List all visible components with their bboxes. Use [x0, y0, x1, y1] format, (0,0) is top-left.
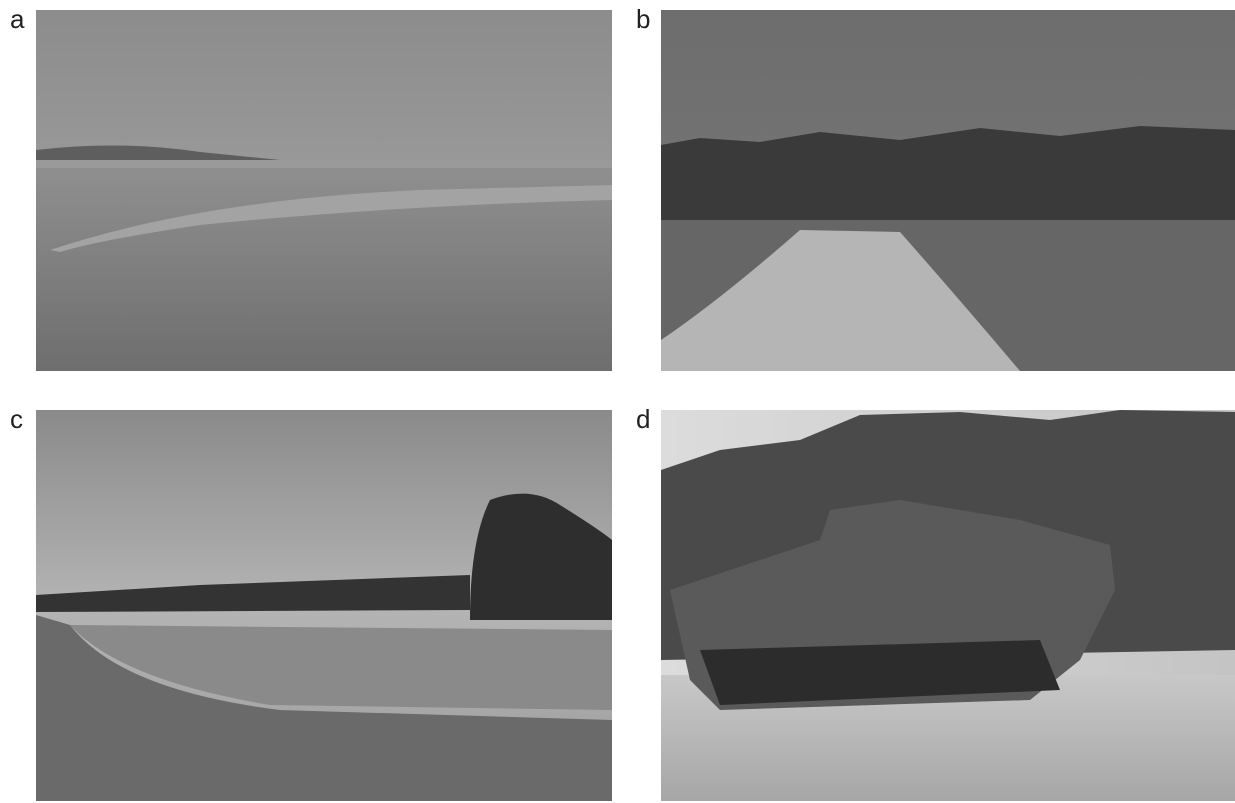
photo-d: [661, 410, 1235, 801]
panel-label: b: [636, 4, 650, 34]
figure: a b c d: [0, 0, 1235, 803]
page: a b c d (() => { const data = JSON.parse…: [0, 0, 1235, 803]
photo-c: [36, 410, 612, 801]
photo-a: [36, 10, 612, 371]
panel-label: c: [10, 404, 23, 434]
photo-b: [661, 10, 1235, 371]
panel-label: d: [636, 404, 650, 434]
panel-label: a: [10, 4, 25, 34]
